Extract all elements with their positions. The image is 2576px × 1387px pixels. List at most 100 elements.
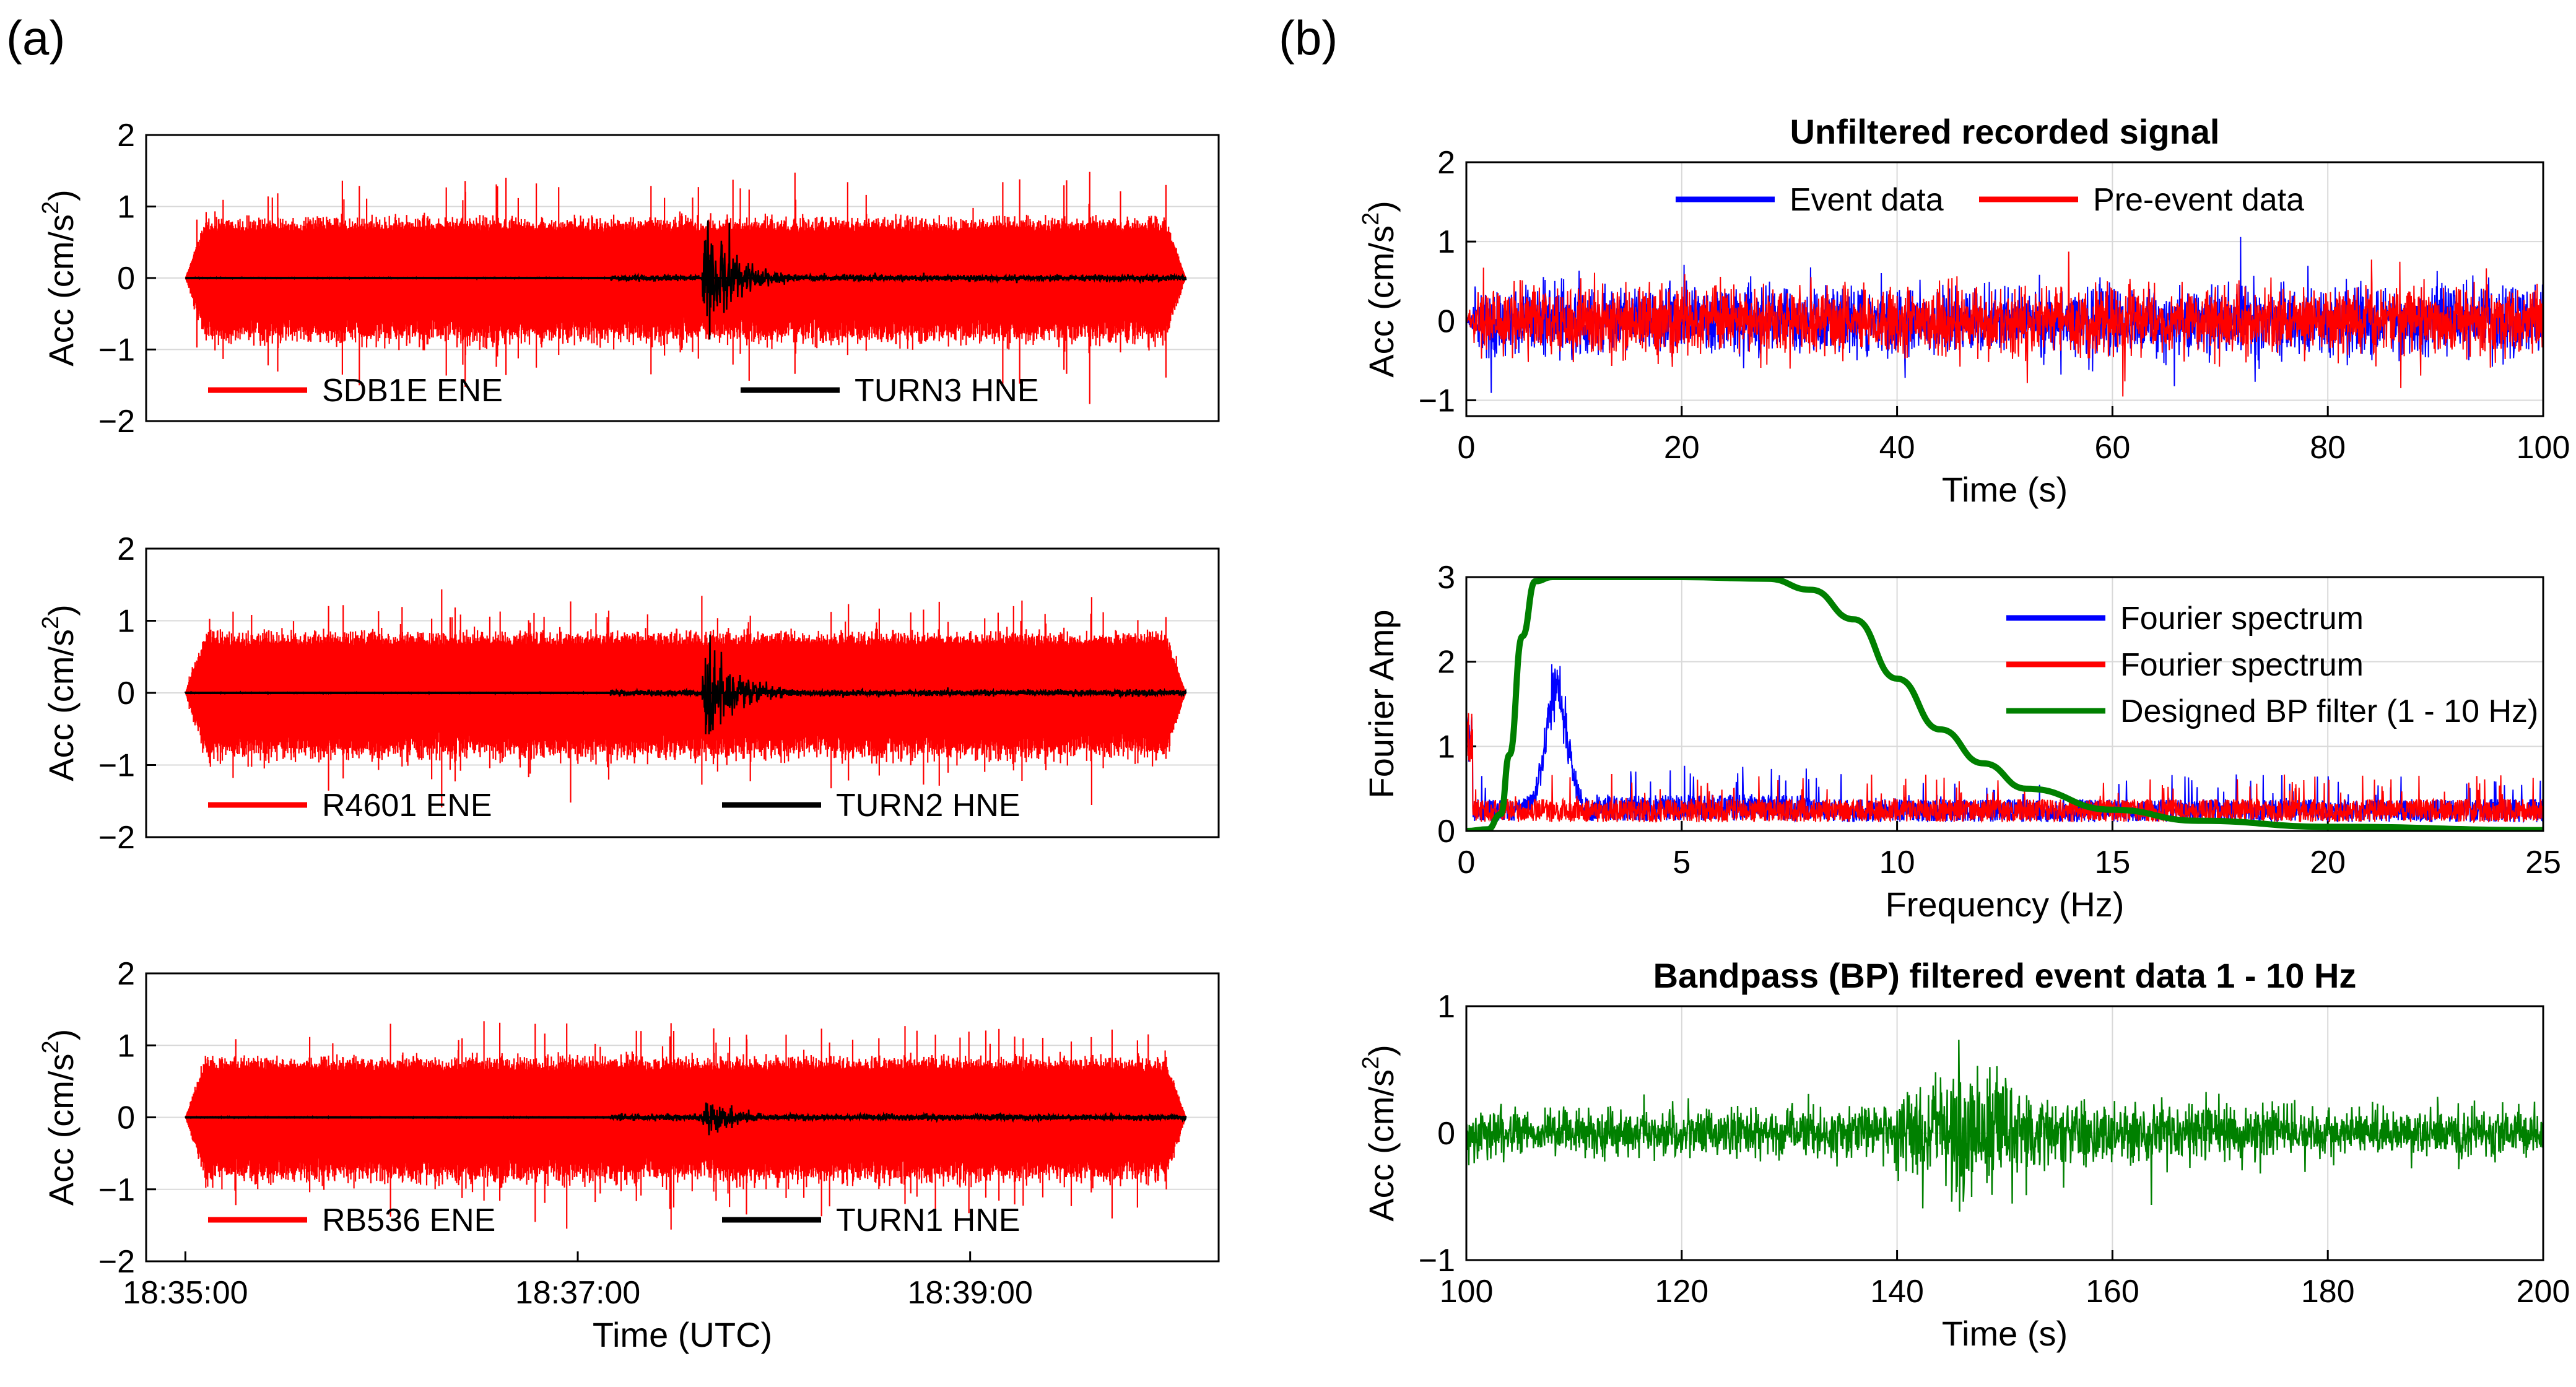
y-axis-label-close: ) <box>41 189 80 201</box>
y-tick-label: 2 <box>117 118 135 154</box>
legend-entry: RB536 ENE <box>322 1202 495 1238</box>
y-tick-label: 0 <box>117 261 135 297</box>
axes-frame <box>145 134 1220 422</box>
legend: SDB1E ENE TURN3 HNE <box>208 373 1039 409</box>
x-tick-label: 40 <box>1879 430 1915 466</box>
legend: RB536 ENE TURN1 HNE <box>208 1202 1020 1238</box>
y-axis-label-close: ) <box>1362 1045 1401 1056</box>
legend-entry: Fourier spectrum <box>2120 601 2364 637</box>
y-axis-label: Acc (cm/s2) <box>38 604 80 781</box>
y-tick-label: 1 <box>117 1028 135 1064</box>
y-tick-label: 1 <box>1437 224 1455 260</box>
panel-label-b: (b) <box>1279 11 1338 65</box>
y-axis-label-sup: 2 <box>38 201 64 214</box>
x-axis-label: Time (s) <box>1942 470 2068 509</box>
x-tick-label: 180 <box>2301 1274 2355 1310</box>
y-tick-label: −2 <box>98 404 135 440</box>
x-tick-label: 20 <box>1664 430 1700 466</box>
x-axis-label: Frequency (Hz) <box>1886 885 2125 924</box>
y-tick-label: −1 <box>98 333 135 368</box>
y-axis-label: Acc (cm/s2) <box>1358 201 1401 378</box>
y-tick-label: 3 <box>1437 560 1455 596</box>
y-axis-label-main: Acc (cm/s <box>1362 1069 1401 1222</box>
legend-entry: TURN1 HNE <box>836 1202 1020 1238</box>
legend-entry: SDB1E ENE <box>322 373 503 409</box>
series-pre-event-noise-trace <box>1466 251 2543 397</box>
axes-frame <box>145 972 1220 1263</box>
x-tick-label: 100 <box>2517 430 2570 466</box>
y-axis-label-close: ) <box>1362 201 1401 212</box>
y-axis-label-close: ) <box>41 1029 80 1041</box>
series-filter-response <box>1466 577 2543 831</box>
x-tick-label: 15 <box>2094 845 2130 880</box>
x-axis-label: Time (UTC) <box>593 1315 772 1354</box>
legend-entry: Pre-event data <box>2093 182 2304 218</box>
y-tick-label: −1 <box>1419 383 1455 419</box>
grid-lines <box>1466 577 2543 831</box>
y-tick-label: 1 <box>117 604 135 640</box>
chart-title: Unfiltered recorded signal <box>1790 112 2220 151</box>
y-tick-label: 2 <box>117 956 135 992</box>
y-tick-label: 2 <box>1437 145 1455 181</box>
panel-label-a: (a) <box>6 11 65 65</box>
y-axis-label-sup: 2 <box>38 616 64 629</box>
y-tick-label: 2 <box>117 531 135 567</box>
axes-frame <box>1465 161 2544 417</box>
x-tick-label: 60 <box>2094 430 2130 466</box>
legend: R4601 ENE TURN2 HNE <box>208 788 1020 824</box>
y-axis-label-main: Acc (cm/s <box>1362 225 1401 378</box>
x-tick-label: 10 <box>1879 845 1915 880</box>
axes-frame <box>1465 576 2544 832</box>
legend-entry: Event data <box>1790 182 1944 218</box>
legend-entry: R4601 ENE <box>322 788 492 824</box>
x-tick-label: 18:39:00 <box>907 1275 1032 1311</box>
y-tick-label: 2 <box>1437 645 1455 680</box>
x-tick-label: 200 <box>2517 1274 2570 1310</box>
y-tick-label: −2 <box>98 820 135 856</box>
y-tick-label: 0 <box>1437 303 1455 339</box>
y-axis-label: Fourier Amp <box>1362 610 1401 799</box>
x-tick-label: 0 <box>1458 430 1476 466</box>
legend-entry: TURN3 HNE <box>855 373 1039 409</box>
y-tick-label: −1 <box>1419 1243 1455 1279</box>
legend: Fourier spectrum Fourier spectrum Designed… <box>2006 601 2538 729</box>
chart-title: Bandpass (BP) filtered event data 1 - 10… <box>1653 956 2357 995</box>
y-tick-label: 1 <box>1437 989 1455 1025</box>
y-axis-label-sup: 2 <box>1358 212 1384 225</box>
x-tick-label: 140 <box>1870 1274 1924 1310</box>
x-tick-label: 5 <box>1673 845 1690 880</box>
y-tick-label: 0 <box>1437 814 1455 850</box>
series-bp-filtered-event <box>1466 1040 2543 1212</box>
y-axis-label-main: Acc (cm/s <box>41 214 80 367</box>
y-tick-label: 0 <box>117 676 135 711</box>
x-tick-label: 25 <box>2525 845 2561 880</box>
y-tick-label: 0 <box>1437 1116 1455 1152</box>
axes-frame <box>1465 1005 2544 1261</box>
x-tick-label: 80 <box>2310 430 2346 466</box>
y-axis-label: Acc (cm/s2) <box>38 1029 80 1206</box>
legend-entry: Fourier spectrum <box>2120 647 2364 683</box>
chart-a3: −2 −1 0 1 2 18:35:00 18:37:00 18:39:00 Time (UTC… <box>38 956 1220 1354</box>
y-axis-label-sup: 2 <box>1358 1056 1384 1069</box>
y-tick-label: −2 <box>98 1244 135 1280</box>
x-tick-label: 0 <box>1458 845 1476 880</box>
y-axis-label: Acc (cm/s2) <box>1358 1045 1401 1222</box>
x-tick-label: 18:37:00 <box>515 1275 640 1311</box>
x-tick-label: 120 <box>1655 1274 1708 1310</box>
chart-b3: −1 0 1 100 120 140 160 180 200 Time (s) Bandpass (… <box>1358 956 2570 1353</box>
y-tick-label: 1 <box>117 189 135 225</box>
series-pre-event-spectrum <box>1466 713 2543 824</box>
x-tick-label: 160 <box>2086 1274 2139 1310</box>
y-axis-label: Acc (cm/s2) <box>38 189 80 367</box>
series-r4601-ene <box>185 589 1186 807</box>
y-axis-label-main: Acc (cm/s <box>41 629 80 781</box>
legend-entry: Designed BP filter (1 - 10 Hz) <box>2120 694 2538 729</box>
series-rb536-ene <box>185 1021 1186 1230</box>
x-tick-label: 18:35:00 <box>123 1275 248 1311</box>
y-tick-label: −1 <box>98 1172 135 1208</box>
